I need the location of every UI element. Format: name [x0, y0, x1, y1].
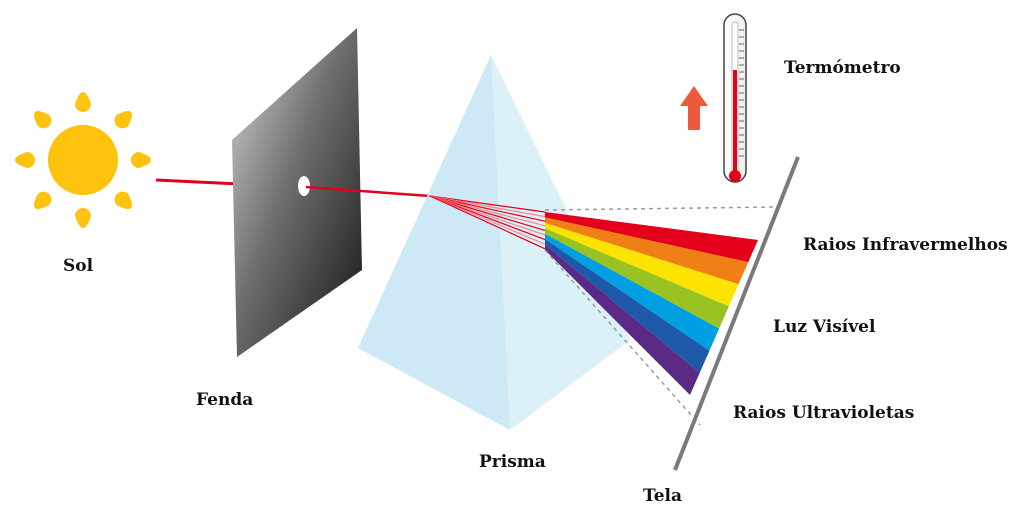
spectrum-band — [545, 212, 758, 263]
spectrum-band — [545, 228, 729, 329]
sun-label: Sol — [63, 256, 94, 276]
spectrum-bands — [545, 212, 758, 395]
guide-line-top — [544, 206, 776, 211]
screen-label: Tela — [643, 486, 682, 506]
sun-body — [48, 125, 118, 195]
sun-ray — [75, 92, 91, 112]
guide-line-bottom — [544, 249, 701, 426]
sun-icon — [15, 92, 151, 228]
slit-to-prism-ray — [305, 185, 431, 198]
thermometer-icon — [723, 13, 747, 183]
spectrum-band — [545, 239, 710, 373]
prism-left-face — [358, 55, 510, 430]
refracted-ray — [429, 195, 546, 213]
prism-label: Prisma — [479, 452, 546, 472]
refracted-ray — [429, 195, 546, 250]
refracted-ray — [429, 195, 546, 236]
visible-label: Luz Visível — [773, 317, 876, 337]
thermometer-scale — [739, 29, 744, 157]
sun-rays — [15, 92, 151, 228]
refracted-ray — [429, 195, 546, 241]
spectrum-band — [545, 222, 739, 307]
refracted-ray — [429, 195, 546, 227]
up-arrow-icon — [680, 86, 708, 130]
refracted-ray — [429, 195, 546, 231]
sun-ray — [15, 152, 35, 168]
refracted-ray — [429, 195, 546, 218]
spectrum-band — [545, 233, 720, 351]
refracted-ray — [429, 195, 546, 245]
slit-panel — [232, 28, 362, 357]
sun-ray — [34, 111, 52, 129]
sun-ray — [114, 191, 132, 209]
thermometer-bulb — [729, 170, 741, 182]
slit-card — [232, 28, 362, 357]
sun-ray — [131, 152, 151, 168]
ultraviolet-label: Raios Ultravioletas — [733, 403, 915, 423]
sun-ray — [75, 208, 91, 228]
infrared-label: Raios Infravermelhos — [803, 235, 1008, 255]
thermometer-label: Termómetro — [784, 58, 901, 78]
screen-line — [673, 156, 800, 471]
slit-label: Fenda — [196, 390, 254, 410]
guide-lines — [544, 206, 776, 426]
thermometer-column — [733, 70, 737, 174]
slit-hole — [298, 176, 310, 196]
spectrum-band — [545, 217, 749, 285]
sun-ray — [34, 191, 52, 209]
spectrum-band — [545, 244, 700, 395]
sun-ray — [114, 111, 132, 129]
refracted-rays — [429, 195, 546, 250]
refracted-ray — [429, 195, 546, 222]
